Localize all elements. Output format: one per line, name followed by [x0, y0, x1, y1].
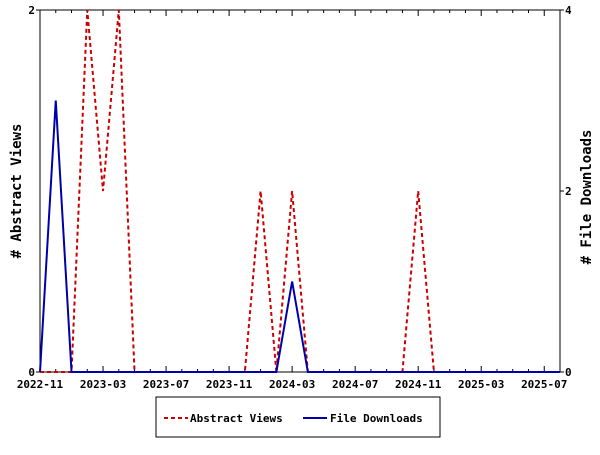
x-tick-label: 2023-07 [143, 378, 189, 391]
y-left-tick-label: 0 [28, 366, 35, 379]
y-right-tick-label: 2 [565, 185, 572, 198]
series-line-abstract-views [40, 9, 560, 373]
legend-box [155, 396, 441, 438]
x-tick-label: 2025-07 [521, 378, 567, 391]
legend-label-abstract-views: Abstract Views [190, 412, 283, 425]
series-line-file-downloads [39, 100, 560, 373]
x-tick-label: 2024-03 [269, 378, 315, 391]
legend-label-file-downloads: File Downloads [330, 412, 423, 425]
y-left-tick-label: 2 [28, 4, 35, 17]
right-y-axis: 0 2 4 [560, 4, 572, 379]
x-tick-label: 2023-11 [206, 378, 253, 391]
legend: Abstract Views File Downloads [155, 396, 441, 438]
x-tick-label: 2022-11 [17, 378, 64, 391]
series-layer [39, 9, 560, 373]
x-tick-label: 2024-11 [395, 378, 442, 391]
left-axis-title: # Abstract Views [9, 124, 25, 259]
x-tick-label: 2024-07 [332, 378, 378, 391]
y-right-tick-label: 4 [565, 4, 572, 17]
x-axis: 2022-11 2023-03 2023-07 2023-11 2024-03 2024-… [17, 10, 567, 391]
x-tick-label: 2025-03 [458, 378, 504, 391]
right-axis-title: # File Downloads [579, 130, 595, 265]
y-right-tick-label: 0 [565, 366, 572, 379]
left-y-axis: 02 [28, 4, 40, 379]
x-tick-label: 2023-03 [80, 378, 126, 391]
plot-frame [39, 9, 561, 373]
